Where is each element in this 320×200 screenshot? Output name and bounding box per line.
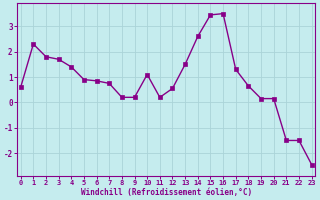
X-axis label: Windchill (Refroidissement éolien,°C): Windchill (Refroidissement éolien,°C) — [81, 188, 252, 197]
